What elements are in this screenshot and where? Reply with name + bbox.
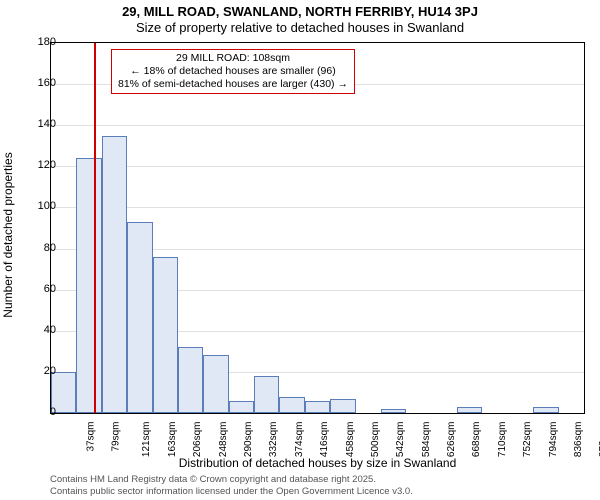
chart-container: 29, MILL ROAD, SWANLAND, NORTH FERRIBY, … bbox=[0, 0, 600, 500]
histogram-bar bbox=[254, 376, 279, 413]
histogram-bar bbox=[153, 257, 178, 413]
gridline bbox=[51, 166, 584, 167]
gridline bbox=[51, 125, 584, 126]
y-tick-label: 180 bbox=[16, 36, 56, 48]
x-tick-label: 374sqm bbox=[294, 422, 305, 458]
histogram-bar bbox=[203, 355, 228, 413]
histogram-bar bbox=[279, 397, 304, 413]
x-tick-label: 79sqm bbox=[111, 422, 122, 452]
histogram-bar bbox=[457, 407, 482, 413]
histogram-bar bbox=[330, 399, 355, 413]
gridline bbox=[51, 207, 584, 208]
x-tick-label: 416sqm bbox=[319, 422, 330, 458]
footer-copyright-2: Contains public sector information licen… bbox=[50, 486, 413, 497]
annotation-line: ← 18% of detached houses are smaller (96… bbox=[118, 65, 348, 78]
x-tick-label: 332sqm bbox=[268, 422, 279, 458]
y-tick-label: 100 bbox=[16, 200, 56, 212]
x-tick-label: 121sqm bbox=[142, 422, 153, 458]
x-tick-label: 836sqm bbox=[573, 422, 584, 458]
histogram-bar bbox=[102, 136, 127, 414]
x-tick-label: 710sqm bbox=[497, 422, 508, 458]
x-tick-label: 206sqm bbox=[192, 422, 203, 458]
histogram-bar bbox=[76, 158, 101, 413]
title-subtitle: Size of property relative to detached ho… bbox=[0, 20, 600, 35]
annotation-box: 29 MILL ROAD: 108sqm← 18% of detached ho… bbox=[111, 49, 355, 94]
x-tick-label: 794sqm bbox=[548, 422, 559, 458]
annotation-line: 29 MILL ROAD: 108sqm bbox=[118, 52, 348, 65]
x-tick-label: 248sqm bbox=[218, 422, 229, 458]
footer-copyright-1: Contains HM Land Registry data © Crown c… bbox=[50, 474, 376, 485]
y-tick-label: 120 bbox=[16, 159, 56, 171]
x-tick-label: 163sqm bbox=[167, 422, 178, 458]
y-tick-label: 40 bbox=[16, 324, 56, 336]
x-axis-label: Distribution of detached houses by size … bbox=[50, 456, 585, 470]
x-tick-label: 290sqm bbox=[243, 422, 254, 458]
property-marker-line bbox=[94, 43, 96, 413]
plot-area: 29 MILL ROAD: 108sqm← 18% of detached ho… bbox=[50, 42, 585, 414]
annotation-line: 81% of semi-detached houses are larger (… bbox=[118, 78, 348, 91]
histogram-bar bbox=[381, 409, 406, 413]
x-tick-label: 458sqm bbox=[345, 422, 356, 458]
title-address: 29, MILL ROAD, SWANLAND, NORTH FERRIBY, … bbox=[0, 4, 600, 19]
histogram-bar bbox=[305, 401, 330, 413]
x-tick-label: 37sqm bbox=[85, 422, 96, 452]
y-tick-label: 60 bbox=[16, 283, 56, 295]
y-tick-label: 140 bbox=[16, 118, 56, 130]
histogram-bar bbox=[127, 222, 152, 413]
x-tick-label: 542sqm bbox=[395, 422, 406, 458]
x-tick-label: 752sqm bbox=[522, 422, 533, 458]
y-tick-label: 80 bbox=[16, 242, 56, 254]
histogram-bar bbox=[178, 347, 203, 413]
x-tick-label: 626sqm bbox=[446, 422, 457, 458]
histogram-bar bbox=[229, 401, 254, 413]
y-tick-label: 20 bbox=[16, 365, 56, 377]
y-tick-label: 160 bbox=[16, 77, 56, 89]
y-tick-label: 0 bbox=[16, 406, 56, 418]
x-tick-label: 668sqm bbox=[471, 422, 482, 458]
histogram-bar bbox=[533, 407, 558, 413]
x-tick-label: 584sqm bbox=[421, 422, 432, 458]
x-tick-label: 500sqm bbox=[370, 422, 381, 458]
